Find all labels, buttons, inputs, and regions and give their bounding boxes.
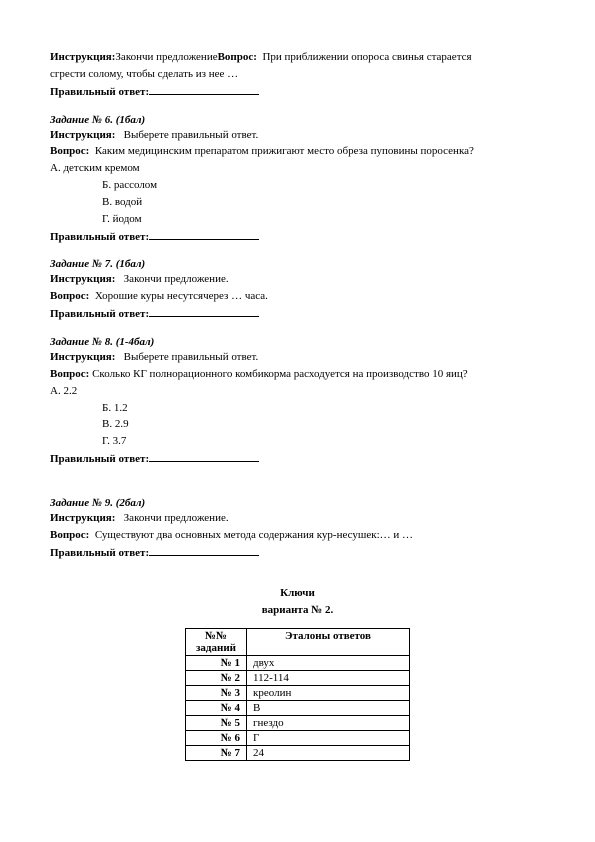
page: Инструкция:Закончи предложениеВопрос: Пр… [0, 0, 595, 781]
task8-heading: Задание № 8. (1-4бал) [50, 336, 545, 348]
task8-question: Вопрос: Сколько КГ полнорационного комби… [50, 367, 545, 382]
col-ans-header: Эталоны ответов [247, 629, 410, 656]
keys-title2: варианта № 2. [50, 603, 545, 618]
task8-answer: Правильный ответ: [50, 451, 545, 467]
cell-num: № 7 [186, 746, 247, 761]
task6-opt-c: В. водой [50, 195, 545, 210]
table-row: № 4В [186, 701, 410, 716]
task9-answer: Правильный ответ: [50, 545, 545, 561]
cell-ans: креолин [247, 686, 410, 701]
instruction-text: Выберете правильный ответ. [124, 351, 259, 363]
cell-ans: гнездо [247, 716, 410, 731]
table-row: № 6Г [186, 731, 410, 746]
cell-ans: 112-114 [247, 671, 410, 686]
table-row: № 724 [186, 746, 410, 761]
question-label: Вопрос: [218, 51, 257, 63]
cell-ans: Г [247, 731, 410, 746]
task6-answer: Правильный ответ: [50, 229, 545, 245]
table-row: № 5гнездо [186, 716, 410, 731]
answer-blank[interactable] [149, 229, 259, 240]
instruction-text: Выберете правильный ответ. [124, 129, 259, 141]
answer-blank[interactable] [149, 451, 259, 462]
answer-label: Правильный ответ: [50, 453, 149, 465]
cell-num: № 5 [186, 716, 247, 731]
task9-instruction: Инструкция: Закончи предложение. [50, 511, 545, 526]
cell-num: № 2 [186, 671, 247, 686]
col-num-header: №№ заданий [186, 629, 247, 656]
task6-opt-b: Б. рассолом [50, 178, 545, 193]
task6-opt-a: А. детским кремом [50, 161, 545, 176]
answer-label: Правильный ответ: [50, 547, 149, 559]
intro-answer: Правильный ответ: [50, 84, 545, 100]
task8-instruction: Инструкция: Выберете правильный ответ. [50, 350, 545, 365]
task8-opt-a: А. 2.2 [50, 384, 545, 399]
question-label: Вопрос: [50, 290, 89, 302]
task7-answer: Правильный ответ: [50, 306, 545, 322]
question-text: Сколько КГ полнорационного комбикорма ра… [92, 368, 468, 380]
answer-label: Правильный ответ: [50, 231, 149, 243]
keys-title1: Ключи [50, 586, 545, 601]
instruction-label: Инструкция: [50, 351, 115, 363]
instruction-label: Инструкция: [50, 129, 115, 141]
task8-opt-c: В. 2.9 [50, 417, 545, 432]
task8-opt-b: Б. 1.2 [50, 401, 545, 416]
task6-question: Вопрос: Каким медицинским препаратом при… [50, 144, 545, 159]
cell-ans: двух [247, 656, 410, 671]
cell-num: № 1 [186, 656, 247, 671]
task8-opt-d: Г. 3.7 [50, 434, 545, 449]
keys-table: №№ заданий Эталоны ответов № 1двух № 211… [185, 628, 410, 761]
question-label: Вопрос: [50, 529, 89, 541]
cell-num: № 4 [186, 701, 247, 716]
instruction-text: Закончи предложение. [124, 273, 229, 285]
cell-ans: 24 [247, 746, 410, 761]
answer-blank[interactable] [149, 84, 259, 95]
instruction-label: Инструкция: [50, 51, 115, 63]
instruction-text: Закончи предложение. [124, 512, 229, 524]
instruction-label: Инструкция: [50, 512, 115, 524]
task9-heading: Задание № 9. (2бал) [50, 497, 545, 509]
task6-heading: Задание № 6. (1бал) [50, 114, 545, 126]
cell-num: № 3 [186, 686, 247, 701]
answer-blank[interactable] [149, 545, 259, 556]
table-row: № 3креолин [186, 686, 410, 701]
question-label: Вопрос: [50, 368, 89, 380]
task6-opt-d: Г. йодом [50, 212, 545, 227]
intro-line1: Инструкция:Закончи предложениеВопрос: Пр… [50, 50, 545, 65]
cell-ans: В [247, 701, 410, 716]
question-label: Вопрос: [50, 145, 89, 157]
task6-instruction: Инструкция: Выберете правильный ответ. [50, 128, 545, 143]
answer-label: Правильный ответ: [50, 308, 149, 320]
question-text: При приближении опороса свинья старается [262, 51, 471, 63]
task7-instruction: Инструкция: Закончи предложение. [50, 272, 545, 287]
question-text: Каким медицинским препаратом прижигают м… [95, 145, 474, 157]
question-text: Существуют два основных метода содержани… [95, 529, 413, 541]
instruction-text: Закончи предложение [115, 51, 217, 63]
answer-label: Правильный ответ: [50, 86, 149, 98]
task7-question: Вопрос: Хорошие куры несутсячерез … часа… [50, 289, 545, 304]
table-row: № 2112-114 [186, 671, 410, 686]
cell-num: № 6 [186, 731, 247, 746]
task9-question: Вопрос: Существуют два основных метода с… [50, 528, 545, 543]
instruction-label: Инструкция: [50, 273, 115, 285]
intro-line2: сгрести солому, чтобы сделать из нее … [50, 67, 545, 82]
task7-heading: Задание № 7. (1бал) [50, 258, 545, 270]
answer-blank[interactable] [149, 306, 259, 317]
table-header-row: №№ заданий Эталоны ответов [186, 629, 410, 656]
question-text: Хорошие куры несутсячерез … часа. [95, 290, 268, 302]
table-row: № 1двух [186, 656, 410, 671]
